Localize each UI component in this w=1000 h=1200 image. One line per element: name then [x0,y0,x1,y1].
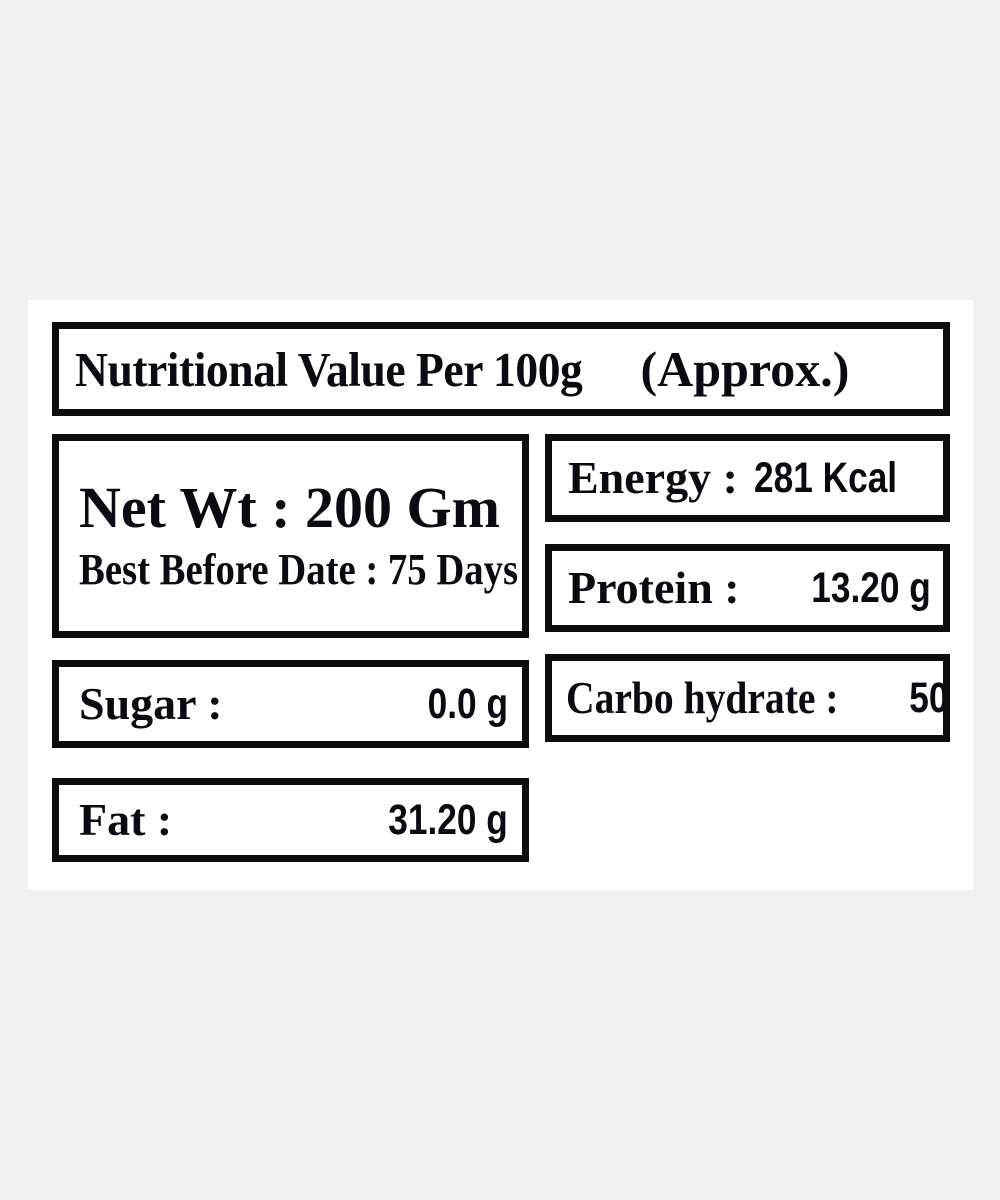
carbohydrate-row: Carbo hydrate : 50.80 g [545,654,950,742]
energy-value: 281 Kcal [753,453,898,502]
nutrition-label-panel: Nutritional Value Per 100g (Approx.) Net… [28,300,973,890]
nutrition-header-approx: (Approx.) [640,341,850,397]
energy-label: Energy : [568,452,738,503]
fat-label: Fat : [79,794,173,845]
protein-row: Protein : 13.20 g [545,544,950,632]
carbohydrate-label: Carbo hydrate : [566,672,839,723]
energy-row: Energy : 281 Kcal [545,434,950,522]
sugar-row: Sugar : 0.0 g [52,660,529,748]
sugar-value: 0.0 g [427,679,508,728]
protein-value: 13.20 g [811,563,931,612]
best-before-date-value: Best Before Date : 75 Days [79,545,519,595]
fat-value: 31.20 g [388,795,508,844]
carbohydrate-value: 50.80 g [909,673,949,722]
nutrition-header-box: Nutritional Value Per 100g (Approx.) [52,322,950,416]
fat-row: Fat : 31.20 g [52,778,529,862]
protein-label: Protein : [568,562,740,613]
net-weight-value: Net Wt : 200 Gm [79,475,500,541]
nutrition-header-title: Nutritional Value Per 100g [75,341,583,397]
net-weight-box: Net Wt : 200 Gm Best Before Date : 75 Da… [52,434,529,638]
sugar-label: Sugar : [79,678,223,729]
